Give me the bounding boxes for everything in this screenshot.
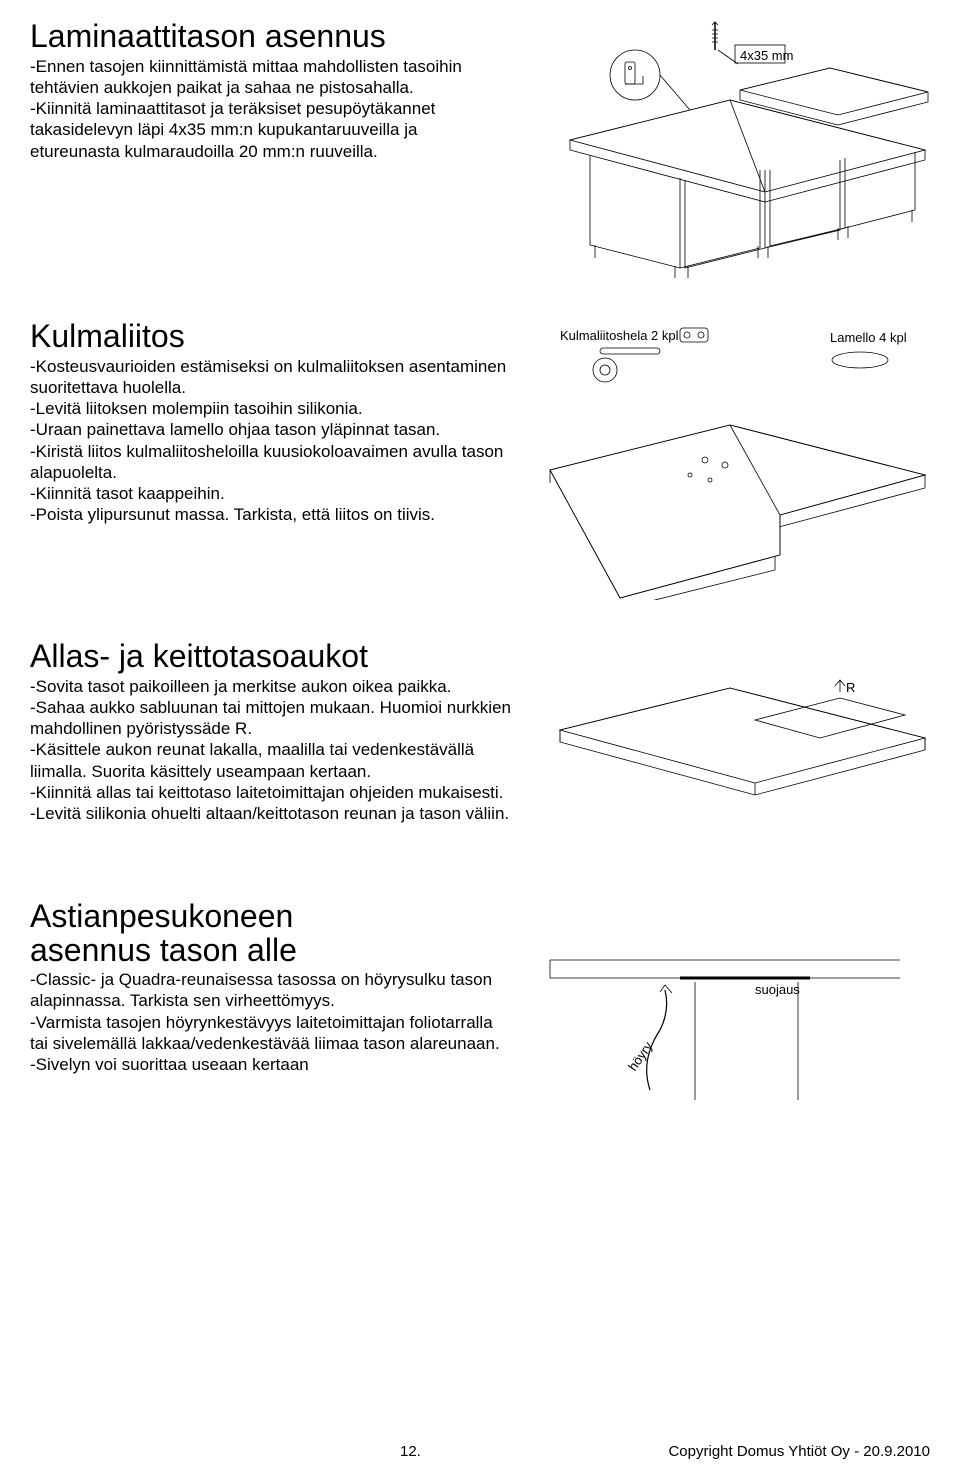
figure-column: Kulmaliitoshela 2 kpl Lamello 4 kpl <box>530 320 930 600</box>
cabinet-assembly-diagram <box>530 20 930 280</box>
figure-column: R <box>550 640 930 860</box>
lamello-label: Lamello 4 kpl <box>830 330 907 345</box>
page-number: 12. <box>400 1443 421 1460</box>
section-body: -Kosteusvaurioiden estämiseksi on kulmal… <box>30 356 510 526</box>
text-column: Allas- ja keittotasoaukot -Sovita tasot … <box>30 640 530 860</box>
section-title: Laminaattitason asennus <box>30 20 510 54</box>
section-title: Kulmaliitos <box>30 320 510 354</box>
section-title: Allas- ja keittotasoaukot <box>30 640 530 674</box>
page-footer: 12. Copyright Domus Yhtiöt Oy - 20.9.201… <box>0 1443 960 1460</box>
section-title: Astianpesukoneen asennus tason alle <box>30 900 510 967</box>
section-body: -Classic- ja Quadra-reunaisessa tasossa … <box>30 969 510 1075</box>
section-dishwasher: Astianpesukoneen asennus tason alle -Cla… <box>30 900 930 1120</box>
text-column: Kulmaliitos -Kosteusvaurioiden estämisek… <box>30 320 510 600</box>
section-laminate-install: Laminaattitason asennus -Ennen tasojen k… <box>30 20 930 280</box>
figure-column: 4x35 mm <box>530 20 930 280</box>
corner-joint-diagram <box>530 320 930 600</box>
section-sink-cutout: Allas- ja keittotasoaukot -Sovita tasot … <box>30 640 930 860</box>
dishwasher-diagram <box>530 900 910 1120</box>
section-body: -Sovita tasot paikoilleen ja merkitse au… <box>30 676 530 825</box>
radius-label: R <box>846 680 855 695</box>
section-body: -Ennen tasojen kiinnittämistä mittaa mah… <box>30 56 510 162</box>
hela-label: Kulmaliitoshela 2 kpl <box>560 328 679 343</box>
sink-cutout-diagram <box>550 640 930 860</box>
text-column: Astianpesukoneen asennus tason alle -Cla… <box>30 900 510 1120</box>
screw-label: 4x35 mm <box>740 48 793 63</box>
copyright: Copyright Domus Yhtiöt Oy - 20.9.2010 <box>668 1443 930 1460</box>
guard-label: suojaus <box>755 982 800 997</box>
section-corner-joint: Kulmaliitos -Kosteusvaurioiden estämisek… <box>30 320 930 600</box>
figure-column: höyry suojaus <box>530 900 930 1120</box>
text-column: Laminaattitason asennus -Ennen tasojen k… <box>30 20 510 280</box>
